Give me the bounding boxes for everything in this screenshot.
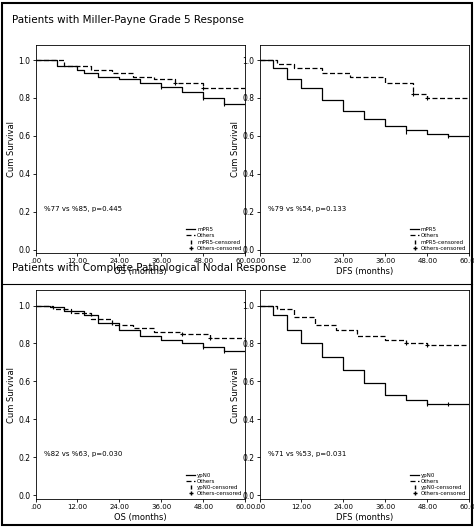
Y-axis label: Cum Survival: Cum Survival <box>7 366 16 423</box>
X-axis label: OS (months): OS (months) <box>114 267 167 276</box>
Legend: ypN0, Others, ypN0-censored, Others-censored: ypN0, Others, ypN0-censored, Others-cens… <box>410 473 466 496</box>
Text: Patients with Complete Pathological Nodal Response: Patients with Complete Pathological Noda… <box>12 263 286 273</box>
X-axis label: DFS (months): DFS (months) <box>336 513 393 522</box>
Text: %79 vs %54, p=0.133: %79 vs %54, p=0.133 <box>268 206 346 212</box>
Y-axis label: Cum Survival: Cum Survival <box>231 121 240 177</box>
X-axis label: OS (months): OS (months) <box>114 513 167 522</box>
Legend: mPR5, Others, mPR5-censored, Others-censored: mPR5, Others, mPR5-censored, Others-cens… <box>186 228 243 251</box>
Text: %82 vs %63, p=0.030: %82 vs %63, p=0.030 <box>44 451 122 457</box>
Y-axis label: Cum Survival: Cum Survival <box>231 366 240 423</box>
Text: Patients with Miller-Payne Grade 5 Response: Patients with Miller-Payne Grade 5 Respo… <box>12 15 244 25</box>
Text: %77 vs %85, p=0.445: %77 vs %85, p=0.445 <box>44 206 122 212</box>
X-axis label: DFS (months): DFS (months) <box>336 267 393 276</box>
Y-axis label: Cum Survival: Cum Survival <box>7 121 16 177</box>
Text: %71 vs %53, p=0.031: %71 vs %53, p=0.031 <box>268 451 346 457</box>
Legend: ypN0, Others, ypN0-censored, Others-censored: ypN0, Others, ypN0-censored, Others-cens… <box>186 473 243 496</box>
Legend: mPR5, Others, mPR5-censored, Others-censored: mPR5, Others, mPR5-censored, Others-cens… <box>410 228 466 251</box>
